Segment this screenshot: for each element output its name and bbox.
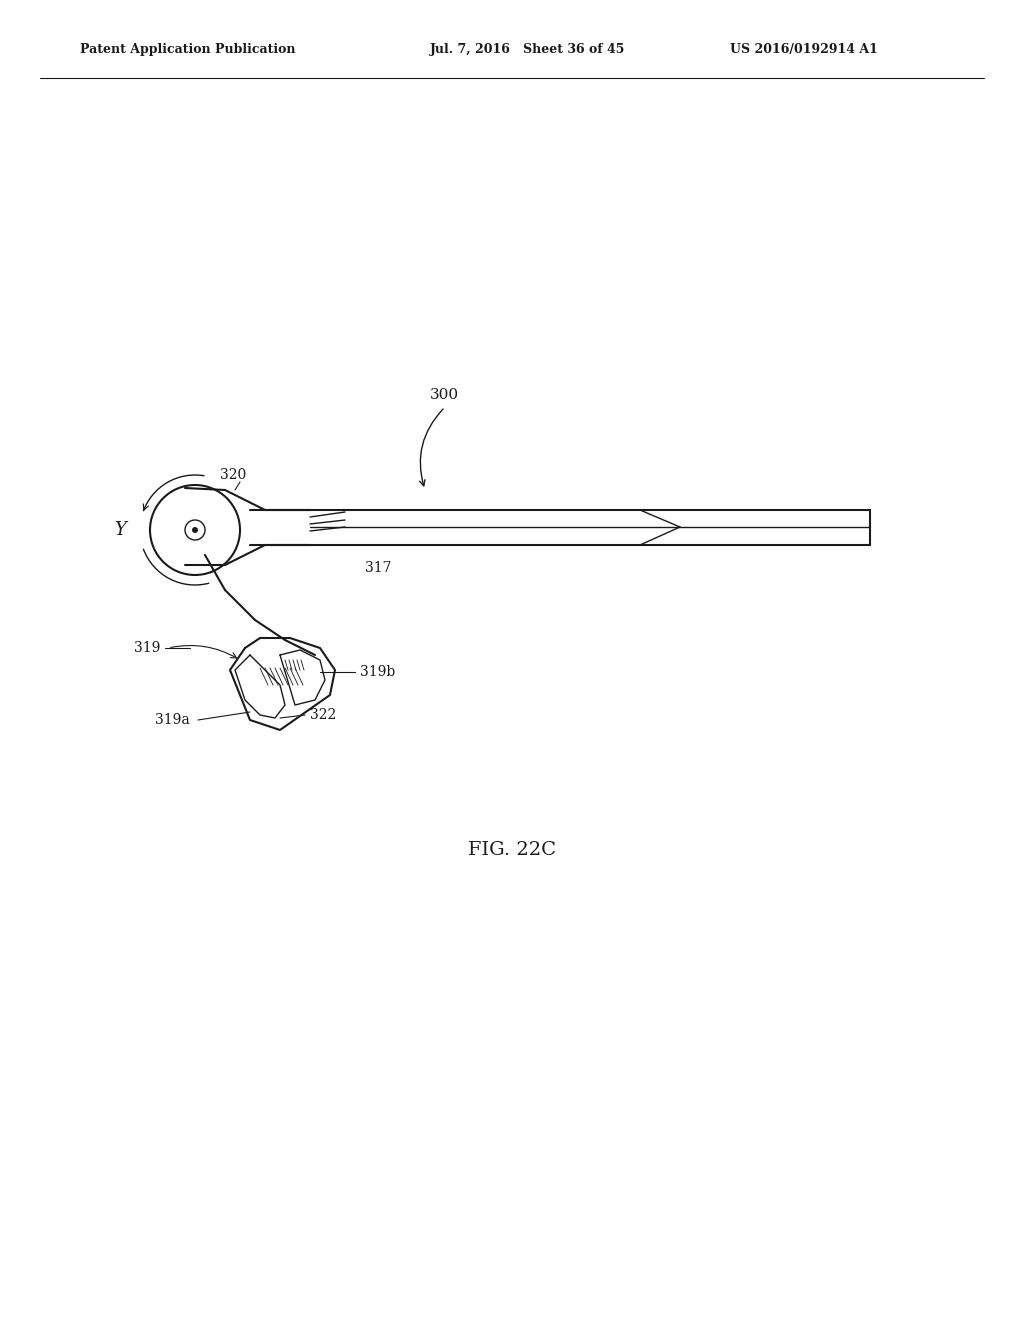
Text: Y: Y bbox=[114, 521, 126, 539]
Text: 300: 300 bbox=[430, 388, 459, 403]
Text: FIG. 22C: FIG. 22C bbox=[468, 841, 556, 859]
Text: 319: 319 bbox=[133, 642, 160, 655]
Text: 319a: 319a bbox=[156, 713, 190, 727]
Text: 317: 317 bbox=[365, 561, 391, 576]
Text: Jul. 7, 2016   Sheet 36 of 45: Jul. 7, 2016 Sheet 36 of 45 bbox=[430, 44, 626, 57]
Text: 320: 320 bbox=[220, 469, 246, 482]
Circle shape bbox=[193, 527, 198, 533]
Text: 322: 322 bbox=[310, 708, 336, 722]
Text: 319b: 319b bbox=[360, 665, 395, 678]
Text: US 2016/0192914 A1: US 2016/0192914 A1 bbox=[730, 44, 878, 57]
Text: Patent Application Publication: Patent Application Publication bbox=[80, 44, 296, 57]
